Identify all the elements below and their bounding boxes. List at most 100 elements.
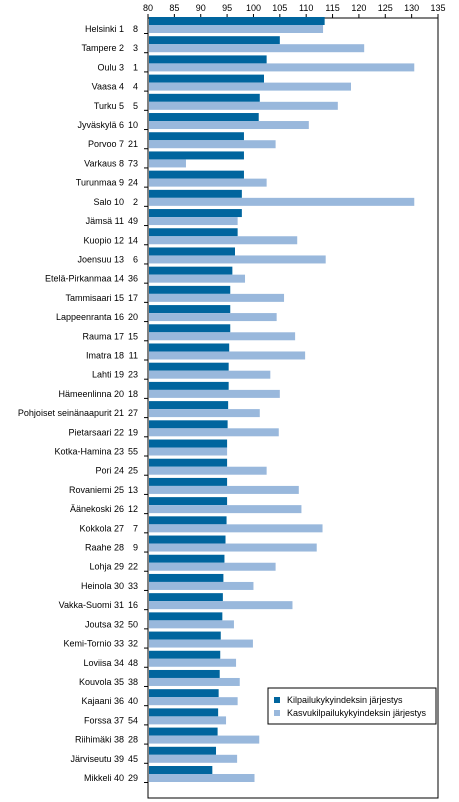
category-second-rank: 54 — [128, 715, 138, 725]
bar-kilpailukyky — [149, 439, 228, 448]
category-label: Turunmaa 9 — [76, 178, 124, 188]
bar-kasvukilpailukyky — [149, 716, 227, 725]
bar-kilpailukyky — [149, 266, 233, 275]
category-second-rank: 8 — [133, 24, 138, 34]
category-second-rank: 19 — [128, 427, 138, 437]
bar-kilpailukyky — [149, 420, 228, 429]
bar-kasvukilpailukyky — [149, 447, 228, 456]
category-second-rank: 13 — [128, 485, 138, 495]
bar-kasvukilpailukyky — [149, 620, 234, 629]
category-label: Heinola 30 — [81, 581, 124, 591]
x-tick-label: 80 — [143, 3, 153, 13]
bar-kasvukilpailukyky — [149, 562, 276, 571]
bar-kilpailukyky — [149, 746, 217, 755]
bar-kilpailukyky — [149, 189, 242, 198]
category-second-rank: 23 — [128, 370, 138, 380]
category-label: Rovaniemi 25 — [69, 485, 124, 495]
bar-kasvukilpailukyky — [149, 313, 277, 322]
category-label: Joutsa 32 — [85, 619, 124, 629]
category-second-rank: 2 — [133, 197, 138, 207]
category-label: Pietarsaari 22 — [68, 427, 124, 437]
bar-kasvukilpailukyky — [149, 543, 317, 552]
legend-swatch-kilpailukyky — [274, 697, 280, 703]
bar-kasvukilpailukyky — [149, 121, 309, 130]
category-second-rank: 28 — [128, 735, 138, 745]
bar-kilpailukyky — [149, 55, 267, 64]
category-second-rank: 22 — [128, 562, 138, 572]
category-label: Forssa 37 — [84, 715, 124, 725]
category-second-rank: 11 — [129, 350, 138, 360]
category-second-rank: 49 — [128, 216, 138, 226]
category-label: Lohja 29 — [89, 562, 124, 572]
category-label: Varkaus 8 — [84, 158, 124, 168]
bar-kilpailukyky — [149, 170, 244, 179]
bar-kasvukilpailukyky — [149, 677, 240, 686]
category-label: Raahe 28 — [85, 543, 124, 553]
bar-kasvukilpailukyky — [149, 466, 267, 475]
bar-kilpailukyky — [149, 36, 280, 45]
category-second-rank: 17 — [128, 293, 138, 303]
bar-kilpailukyky — [149, 285, 231, 294]
bar-kasvukilpailukyky — [149, 25, 324, 33]
category-second-rank: 24 — [128, 178, 138, 188]
category-second-rank: 38 — [128, 677, 138, 687]
bar-kilpailukyky — [149, 631, 221, 640]
x-tick-label: 90 — [196, 3, 206, 13]
bar-kilpailukyky — [149, 612, 223, 621]
category-label: Kemi-Tornio 33 — [63, 639, 124, 649]
category-second-rank: 50 — [128, 619, 138, 629]
bar-kilpailukyky — [149, 766, 213, 774]
x-tick-label: 130 — [404, 3, 419, 13]
bar-kilpailukyky — [149, 305, 231, 314]
bar-kilpailukyky — [149, 516, 227, 525]
bar-kasvukilpailukyky — [149, 255, 326, 264]
category-second-rank: 6 — [133, 254, 138, 264]
category-second-rank: 7 — [133, 523, 138, 533]
category-label: Hämeenlinna 20 — [58, 389, 124, 399]
bar-kasvukilpailukyky — [149, 774, 255, 782]
category-label: Kotka-Hamina 23 — [54, 447, 124, 457]
bar-kasvukilpailukyky — [149, 293, 285, 302]
bar-kilpailukyky — [149, 477, 228, 486]
category-second-rank: 16 — [128, 600, 138, 610]
category-second-rank: 27 — [128, 408, 138, 418]
category-label: Äänekoski 26 — [70, 504, 124, 514]
category-label: Lappeenranta 16 — [56, 312, 124, 322]
bar-kilpailukyky — [149, 401, 229, 410]
category-second-rank: 5 — [133, 101, 138, 111]
bar-kilpailukyky — [149, 458, 228, 467]
x-tick-label: 95 — [222, 3, 232, 13]
x-tick-label: 125 — [378, 3, 393, 13]
bar-kilpailukyky — [149, 228, 238, 237]
bar-kilpailukyky — [149, 381, 229, 390]
category-second-rank: 14 — [128, 235, 138, 245]
category-label: Joensuu 13 — [77, 254, 124, 264]
bar-kasvukilpailukyky — [149, 197, 415, 206]
bar-kasvukilpailukyky — [149, 274, 246, 283]
bar-kasvukilpailukyky — [149, 63, 415, 72]
bar-kasvukilpailukyky — [149, 178, 267, 187]
category-label: Vakka-Suomi 31 — [59, 600, 124, 610]
x-tick-label: 105 — [272, 3, 287, 13]
bar-kilpailukyky — [149, 247, 235, 256]
x-tick-label: 110 — [299, 3, 313, 13]
legend-box — [267, 687, 437, 725]
bar-kilpailukyky — [149, 362, 229, 371]
bar-kilpailukyky — [149, 151, 244, 160]
category-label: Tammisaari 15 — [65, 293, 124, 303]
bar-kilpailukyky — [149, 17, 325, 25]
category-second-rank: 15 — [128, 331, 138, 341]
category-label: Kajaani 36 — [81, 696, 124, 706]
bar-kasvukilpailukyky — [149, 639, 253, 648]
category-label: Kouvola 35 — [79, 677, 124, 687]
bar-kasvukilpailukyky — [149, 524, 323, 533]
bar-kilpailukyky — [149, 343, 230, 352]
bar-kasvukilpailukyky — [149, 697, 238, 706]
category-second-rank: 55 — [128, 447, 138, 457]
bar-kilpailukyky — [149, 324, 231, 333]
category-second-rank: 33 — [128, 581, 138, 591]
bar-kilpailukyky — [149, 650, 221, 659]
category-second-rank: 3 — [133, 43, 138, 53]
bar-kilpailukyky — [149, 74, 264, 83]
